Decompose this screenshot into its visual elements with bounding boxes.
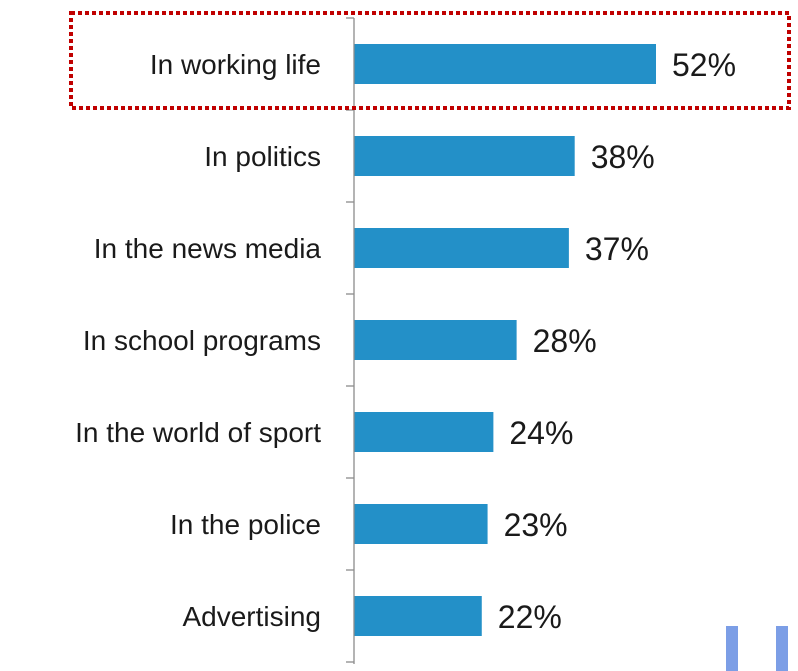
value-label: 24% xyxy=(509,415,573,451)
decor-bar xyxy=(726,626,738,671)
bars-layer xyxy=(354,44,656,636)
bar-2 xyxy=(354,228,569,268)
value-label: 52% xyxy=(672,47,736,83)
category-label: In the news media xyxy=(94,233,322,264)
value-label: 37% xyxy=(585,231,649,267)
bar-1 xyxy=(354,136,575,176)
value-label: 23% xyxy=(504,507,568,543)
category-label: In politics xyxy=(204,141,321,172)
bar-3 xyxy=(354,320,517,360)
corner-decoration xyxy=(726,626,788,671)
bar-6 xyxy=(354,596,482,636)
value-label: 38% xyxy=(591,139,655,175)
labels-layer: In working life 52% In politics 38% In the n… xyxy=(75,47,736,635)
category-label: In the police xyxy=(170,509,321,540)
highlight-box xyxy=(69,11,791,110)
category-label: In school programs xyxy=(83,325,321,356)
bar-4 xyxy=(354,412,494,452)
decor-bar xyxy=(776,626,788,671)
value-label: 22% xyxy=(498,599,562,635)
bar-5 xyxy=(354,504,488,544)
category-label: In the world of sport xyxy=(75,417,321,448)
category-label: Advertising xyxy=(182,601,321,632)
value-label: 28% xyxy=(533,323,597,359)
bar-0 xyxy=(354,44,656,84)
category-axis xyxy=(346,17,355,664)
category-label: In working life xyxy=(150,49,321,80)
